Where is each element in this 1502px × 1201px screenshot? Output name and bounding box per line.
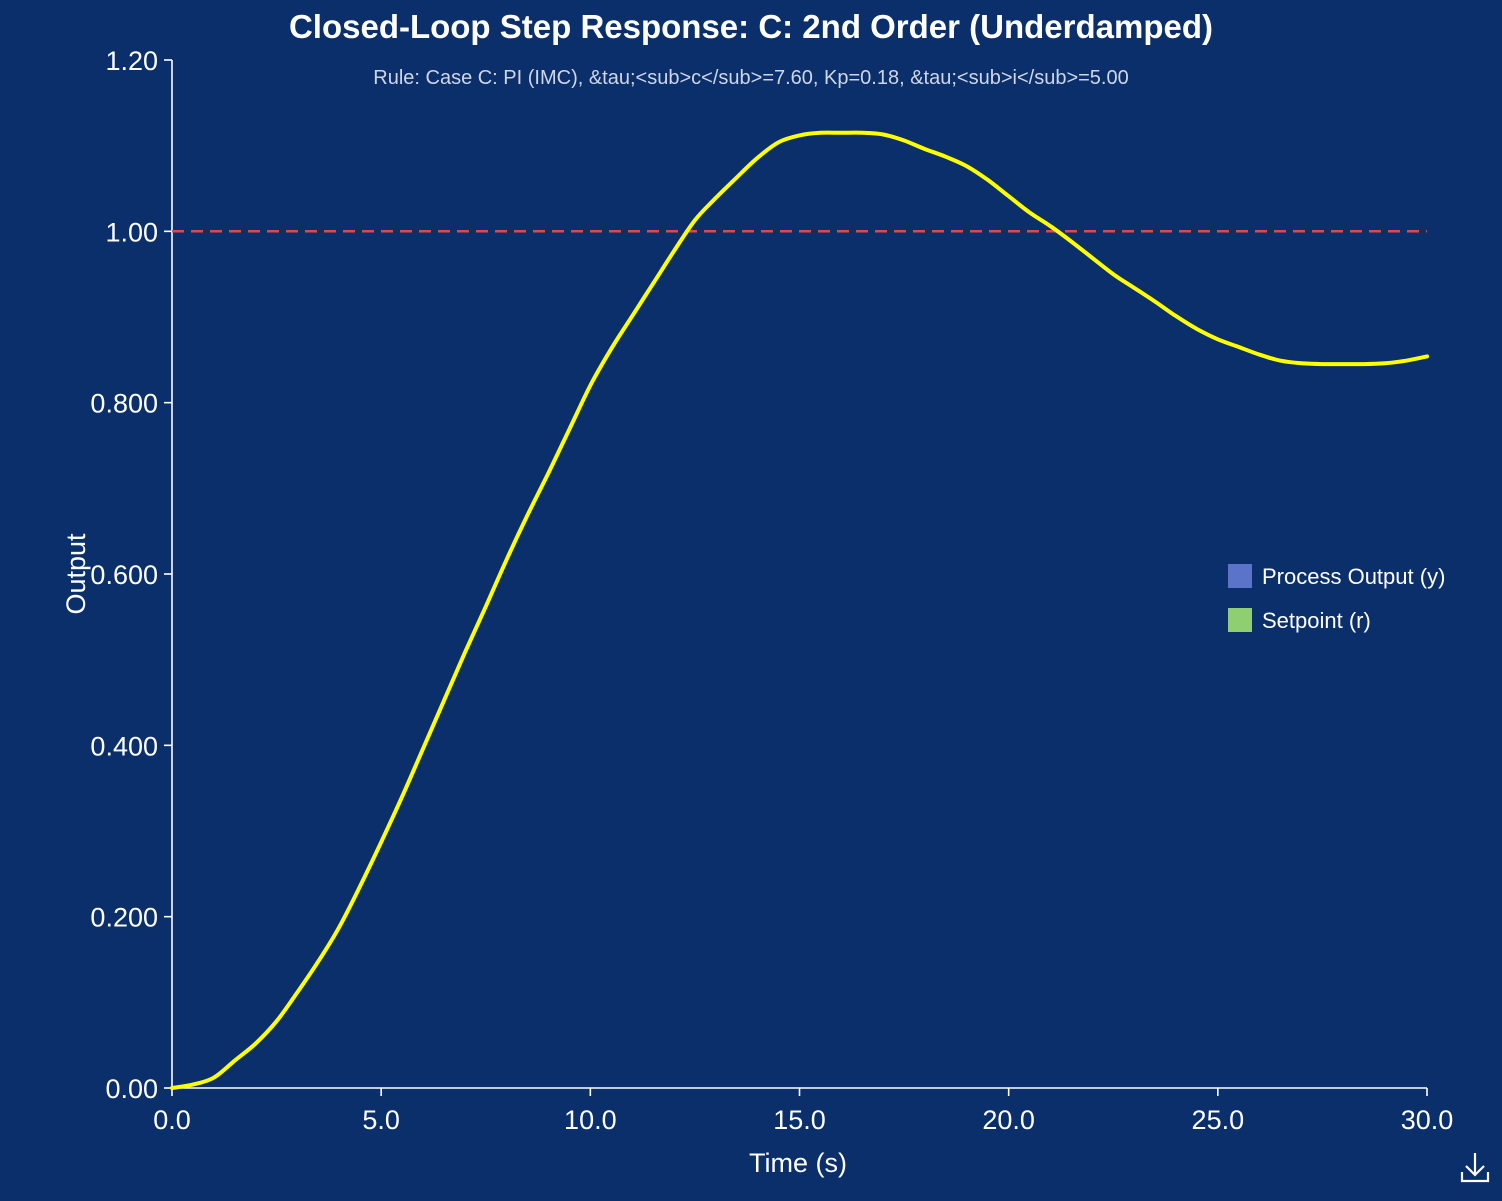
- y-tick-label: 1.20: [105, 46, 158, 76]
- legend-swatch: [1228, 608, 1252, 632]
- x-tick-label: 5.0: [362, 1105, 400, 1135]
- legend-swatch: [1228, 564, 1252, 588]
- y-tick-label: 0.200: [90, 903, 158, 933]
- chart-subtitle: Rule: Case C: PI (IMC), &tau;<sub>c</sub…: [373, 67, 1128, 89]
- download-icon[interactable]: [1460, 1150, 1490, 1184]
- y-tick-label: 0.800: [90, 389, 158, 419]
- legend-label: Process Output (y): [1262, 564, 1445, 589]
- x-tick-label: 10.0: [564, 1105, 617, 1135]
- legend: Process Output (y) Setpoint (r): [1228, 564, 1445, 633]
- axes: 0.00 0.200 0.400 0.600 0.800 1.00 1.20 0.0 5.0 10…: [90, 46, 1453, 1135]
- legend-item[interactable]: Process Output (y): [1228, 564, 1445, 589]
- x-tick-label: 20.0: [982, 1105, 1035, 1135]
- process-output-line: [170, 130, 1429, 1090]
- legend-label: Setpoint (r): [1262, 608, 1371, 633]
- x-tick-label: 25.0: [1192, 1105, 1245, 1135]
- x-tick-label: 0.0: [153, 1105, 191, 1135]
- y-tick-label: 0.00: [105, 1074, 158, 1104]
- x-tick-label: 15.0: [773, 1105, 826, 1135]
- series-layer: [170, 130, 1429, 1090]
- x-tick-label: 30.0: [1401, 1105, 1454, 1135]
- y-tick-label: 0.400: [90, 731, 158, 761]
- y-tick-label: 0.600: [90, 560, 158, 590]
- legend-item[interactable]: Setpoint (r): [1228, 608, 1371, 633]
- y-tick-label: 1.00: [105, 217, 158, 247]
- x-axis-label: Time (s): [749, 1148, 847, 1178]
- chart-title: Closed-Loop Step Response: C: 2nd Order …: [289, 8, 1213, 45]
- y-axis-label: Output: [61, 533, 91, 615]
